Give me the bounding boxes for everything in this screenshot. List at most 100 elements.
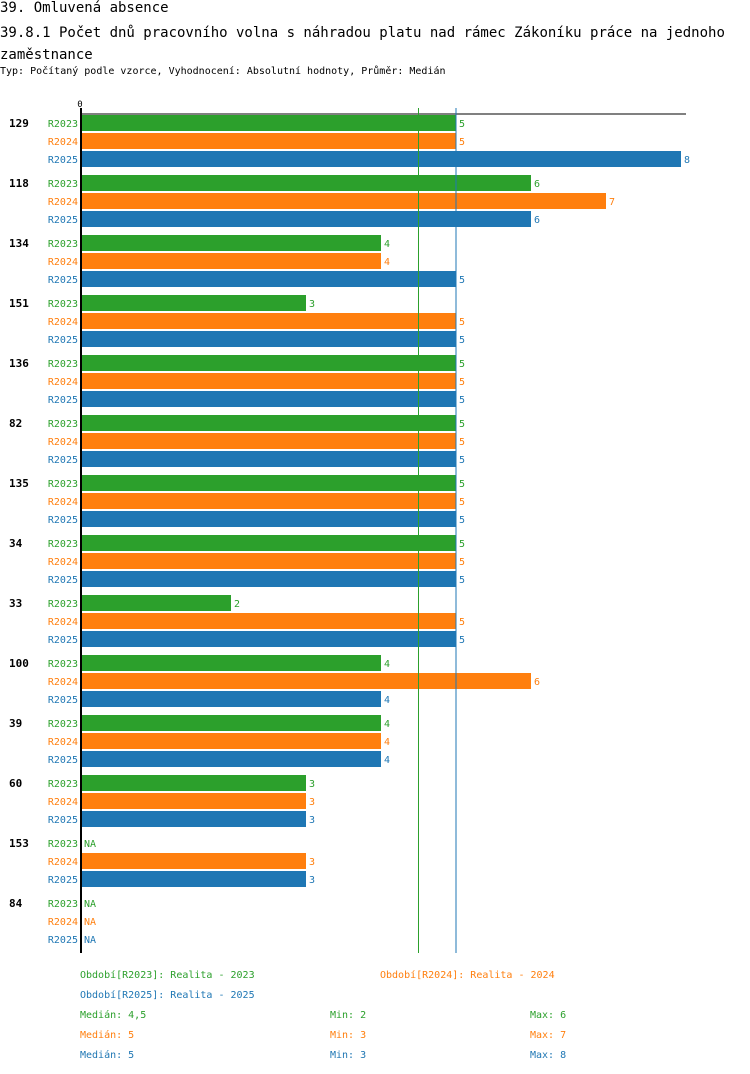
stat-min-r2024: Min: 3: [330, 1030, 367, 1041]
series-label-r2025: R2025: [48, 695, 78, 706]
series-label-r2025: R2025: [48, 455, 78, 466]
category-label: 136: [9, 357, 29, 370]
value-label: 3: [309, 875, 315, 886]
value-label: 5: [459, 455, 465, 466]
bar-r2023: [81, 775, 306, 791]
value-label: 4: [384, 659, 390, 670]
value-label: 5: [459, 335, 465, 346]
bar-r2025: [81, 511, 456, 527]
series-label-r2025: R2025: [48, 815, 78, 826]
series-label-r2025: R2025: [48, 395, 78, 406]
series-label-r2023: R2023: [48, 479, 78, 490]
bar-r2025: [81, 871, 306, 887]
series-label-r2024: R2024: [48, 257, 78, 268]
legend-period-r2024: Období[R2024]: Realita - 2024: [380, 970, 555, 981]
bar-r2025: [81, 331, 456, 347]
series-label-r2024: R2024: [48, 857, 78, 868]
series-label-r2023: R2023: [48, 659, 78, 670]
chart-type-line: Typ: Počítaný podle vzorce, Vyhodnocení:…: [0, 66, 446, 77]
value-label: 2: [234, 599, 240, 610]
series-label-r2023: R2023: [48, 239, 78, 250]
value-label: 5: [459, 137, 465, 148]
bar-r2024: [81, 373, 456, 389]
series-label-r2024: R2024: [48, 137, 78, 148]
series-label-r2025: R2025: [48, 575, 78, 586]
bar-r2024: [81, 733, 381, 749]
value-label: 3: [309, 299, 315, 310]
value-label: 4: [384, 239, 390, 250]
series-label-r2025: R2025: [48, 875, 78, 886]
bar-r2023: [81, 595, 231, 611]
series-label-r2023: R2023: [48, 539, 78, 550]
category-label: 129: [9, 117, 29, 130]
value-label: 4: [384, 695, 390, 706]
series-label-r2023: R2023: [48, 179, 78, 190]
bar-r2024: [81, 853, 306, 869]
bar-r2023: [81, 175, 531, 191]
page-title: 39. Omluvená absence: [0, 0, 169, 16]
category-label: 82: [9, 417, 22, 430]
category-label: 84: [9, 897, 23, 910]
bar-r2024: [81, 253, 381, 269]
bar-r2024: [81, 553, 456, 569]
value-label: 5: [459, 377, 465, 388]
value-label: 4: [384, 755, 390, 766]
na-label: NA: [84, 839, 96, 850]
bar-r2025: [81, 391, 456, 407]
series-label-r2024: R2024: [48, 917, 78, 928]
value-label: 5: [459, 635, 465, 646]
stat-min-r2025: Min: 3: [330, 1050, 367, 1061]
value-label: 7: [609, 197, 615, 208]
series-label-r2024: R2024: [48, 797, 78, 808]
bar-r2023: [81, 475, 456, 491]
value-label: 5: [459, 317, 465, 328]
bar-r2023: [81, 655, 381, 671]
bar-r2023: [81, 235, 381, 251]
legend-period-r2025: Období[R2025]: Realita - 2025: [80, 990, 255, 1001]
series-label-r2023: R2023: [48, 299, 78, 310]
bar-r2025: [81, 571, 456, 587]
series-label-r2024: R2024: [48, 557, 78, 568]
bar-r2025: [81, 151, 681, 167]
series-label-r2025: R2025: [48, 515, 78, 526]
series-label-r2025: R2025: [48, 635, 78, 646]
category-label: 153: [9, 837, 29, 850]
value-label: 5: [459, 539, 465, 550]
series-label-r2023: R2023: [48, 359, 78, 370]
series-label-r2024: R2024: [48, 497, 78, 508]
bar-r2025: [81, 271, 456, 287]
series-label-r2024: R2024: [48, 617, 78, 628]
category-label: 100: [9, 657, 29, 670]
stat-max-r2023: Max: 6: [530, 1010, 567, 1021]
category-label: 118: [9, 177, 29, 190]
bar-r2024: [81, 613, 456, 629]
value-label: 5: [459, 419, 465, 430]
bar-r2024: [81, 133, 456, 149]
value-label: 5: [459, 395, 465, 406]
bar-r2024: [81, 433, 456, 449]
series-label-r2024: R2024: [48, 377, 78, 388]
na-label: NA: [84, 935, 96, 946]
category-label: 34: [9, 537, 23, 550]
series-label-r2023: R2023: [48, 599, 78, 610]
bar-r2023: [81, 715, 381, 731]
category-label: 134: [9, 237, 29, 250]
value-label: 5: [459, 497, 465, 508]
series-label-r2025: R2025: [48, 755, 78, 766]
category-label: 135: [9, 477, 29, 490]
value-label: 4: [384, 737, 390, 748]
series-label-r2024: R2024: [48, 677, 78, 688]
legend-period-r2023: Období[R2023]: Realita - 2023: [80, 970, 255, 981]
bar-r2025: [81, 451, 456, 467]
value-label: 5: [459, 119, 465, 130]
value-label: 5: [459, 617, 465, 628]
series-label-r2025: R2025: [48, 335, 78, 346]
series-label-r2023: R2023: [48, 419, 78, 430]
stat-median-r2025: Medián: 5: [80, 1050, 135, 1061]
series-label-r2025: R2025: [48, 155, 78, 166]
value-label: 5: [459, 275, 465, 286]
bar-r2023: [81, 415, 456, 431]
value-label: 4: [384, 257, 390, 268]
bar-r2023: [81, 295, 306, 311]
value-label: 8: [684, 155, 690, 166]
